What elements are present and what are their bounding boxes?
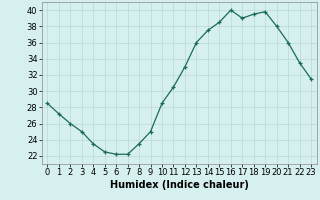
X-axis label: Humidex (Indice chaleur): Humidex (Indice chaleur) xyxy=(110,180,249,190)
